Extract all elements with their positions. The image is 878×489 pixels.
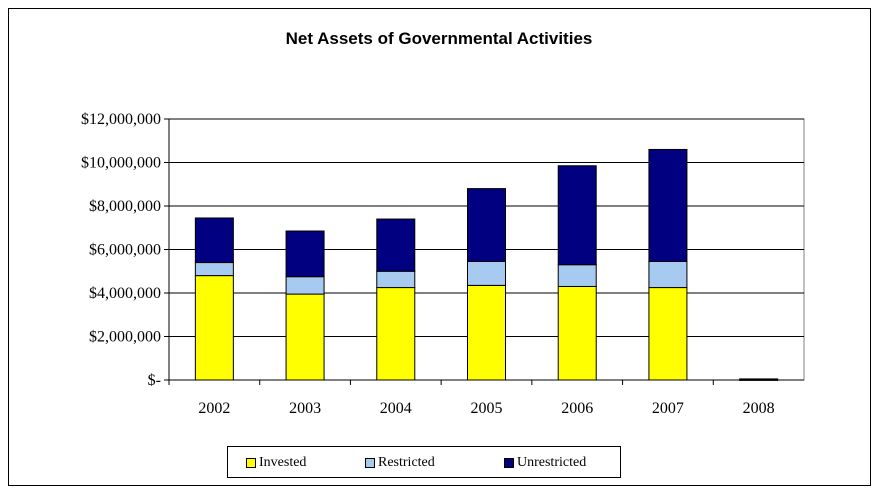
legend-item-restricted: Restricted xyxy=(365,455,435,471)
x-tick-label: 2008 xyxy=(743,400,775,417)
bar-invested-2007 xyxy=(648,287,688,381)
bar-invested-2002 xyxy=(194,275,234,381)
bar-restricted-2002 xyxy=(194,262,234,277)
x-tick-label: 2005 xyxy=(471,400,503,417)
legend-label-unrestricted: Unrestricted xyxy=(517,455,587,470)
legend-swatch-restricted xyxy=(365,458,375,468)
legend-item-unrestricted: Unrestricted xyxy=(504,455,586,471)
legend-label-restricted: Restricted xyxy=(378,455,435,470)
y-tick-label: $6,000,000 xyxy=(89,242,161,259)
bar-restricted-2004 xyxy=(376,270,416,289)
y-tick-label: $- xyxy=(148,372,161,389)
bar-unrestricted-2004 xyxy=(376,218,416,272)
chart-title: Net Assets of Governmental Activities xyxy=(285,29,593,48)
bar-restricted-2005 xyxy=(467,260,506,286)
legend-swatch-invested xyxy=(246,458,256,468)
x-tick-label: 2007 xyxy=(652,400,684,417)
legend-swatch-unrestricted xyxy=(504,458,514,468)
legend-label-invested: Invested xyxy=(259,455,307,470)
y-tick-label: $4,000,000 xyxy=(89,285,161,302)
y-tick-label: $2,000,000 xyxy=(89,329,161,346)
bars xyxy=(194,148,779,381)
bar-invested-2004 xyxy=(376,287,416,381)
bar-invested-2003 xyxy=(285,293,325,381)
y-tick-label: $12,000,000 xyxy=(81,111,161,128)
y-tick-label: $10,000,000 xyxy=(81,155,161,172)
legend: Invested Restricted Unrestricted xyxy=(227,446,621,478)
legend-item-invested: Invested xyxy=(246,455,306,471)
bar-unrestricted-2006 xyxy=(557,165,597,266)
bar-invested-2005 xyxy=(467,284,506,381)
bar-restricted-2003 xyxy=(285,276,325,295)
bar-unrestricted-2005 xyxy=(467,188,506,262)
x-tick-label: 2003 xyxy=(289,400,321,417)
y-axis-labels: $12,000,000 $10,000,000 $8,000,000 $6,000,0… xyxy=(81,111,169,389)
x-tick-label: 2002 xyxy=(198,400,230,417)
x-tick-label: 2006 xyxy=(561,400,593,417)
y-tick-label: $8,000,000 xyxy=(89,198,161,215)
x-tick-label: 2004 xyxy=(380,400,412,417)
bar-unrestricted-2002 xyxy=(194,217,234,264)
bar-restricted-2007 xyxy=(648,260,688,289)
x-axis-labels: 2002 2003 2004 2005 2006 2007 2008 xyxy=(168,380,775,417)
bar-invested-2006 xyxy=(557,285,597,381)
bar-unrestricted-2003 xyxy=(285,230,325,278)
bar-unrestricted-2007 xyxy=(648,148,688,262)
bar-restricted-2006 xyxy=(557,264,597,287)
